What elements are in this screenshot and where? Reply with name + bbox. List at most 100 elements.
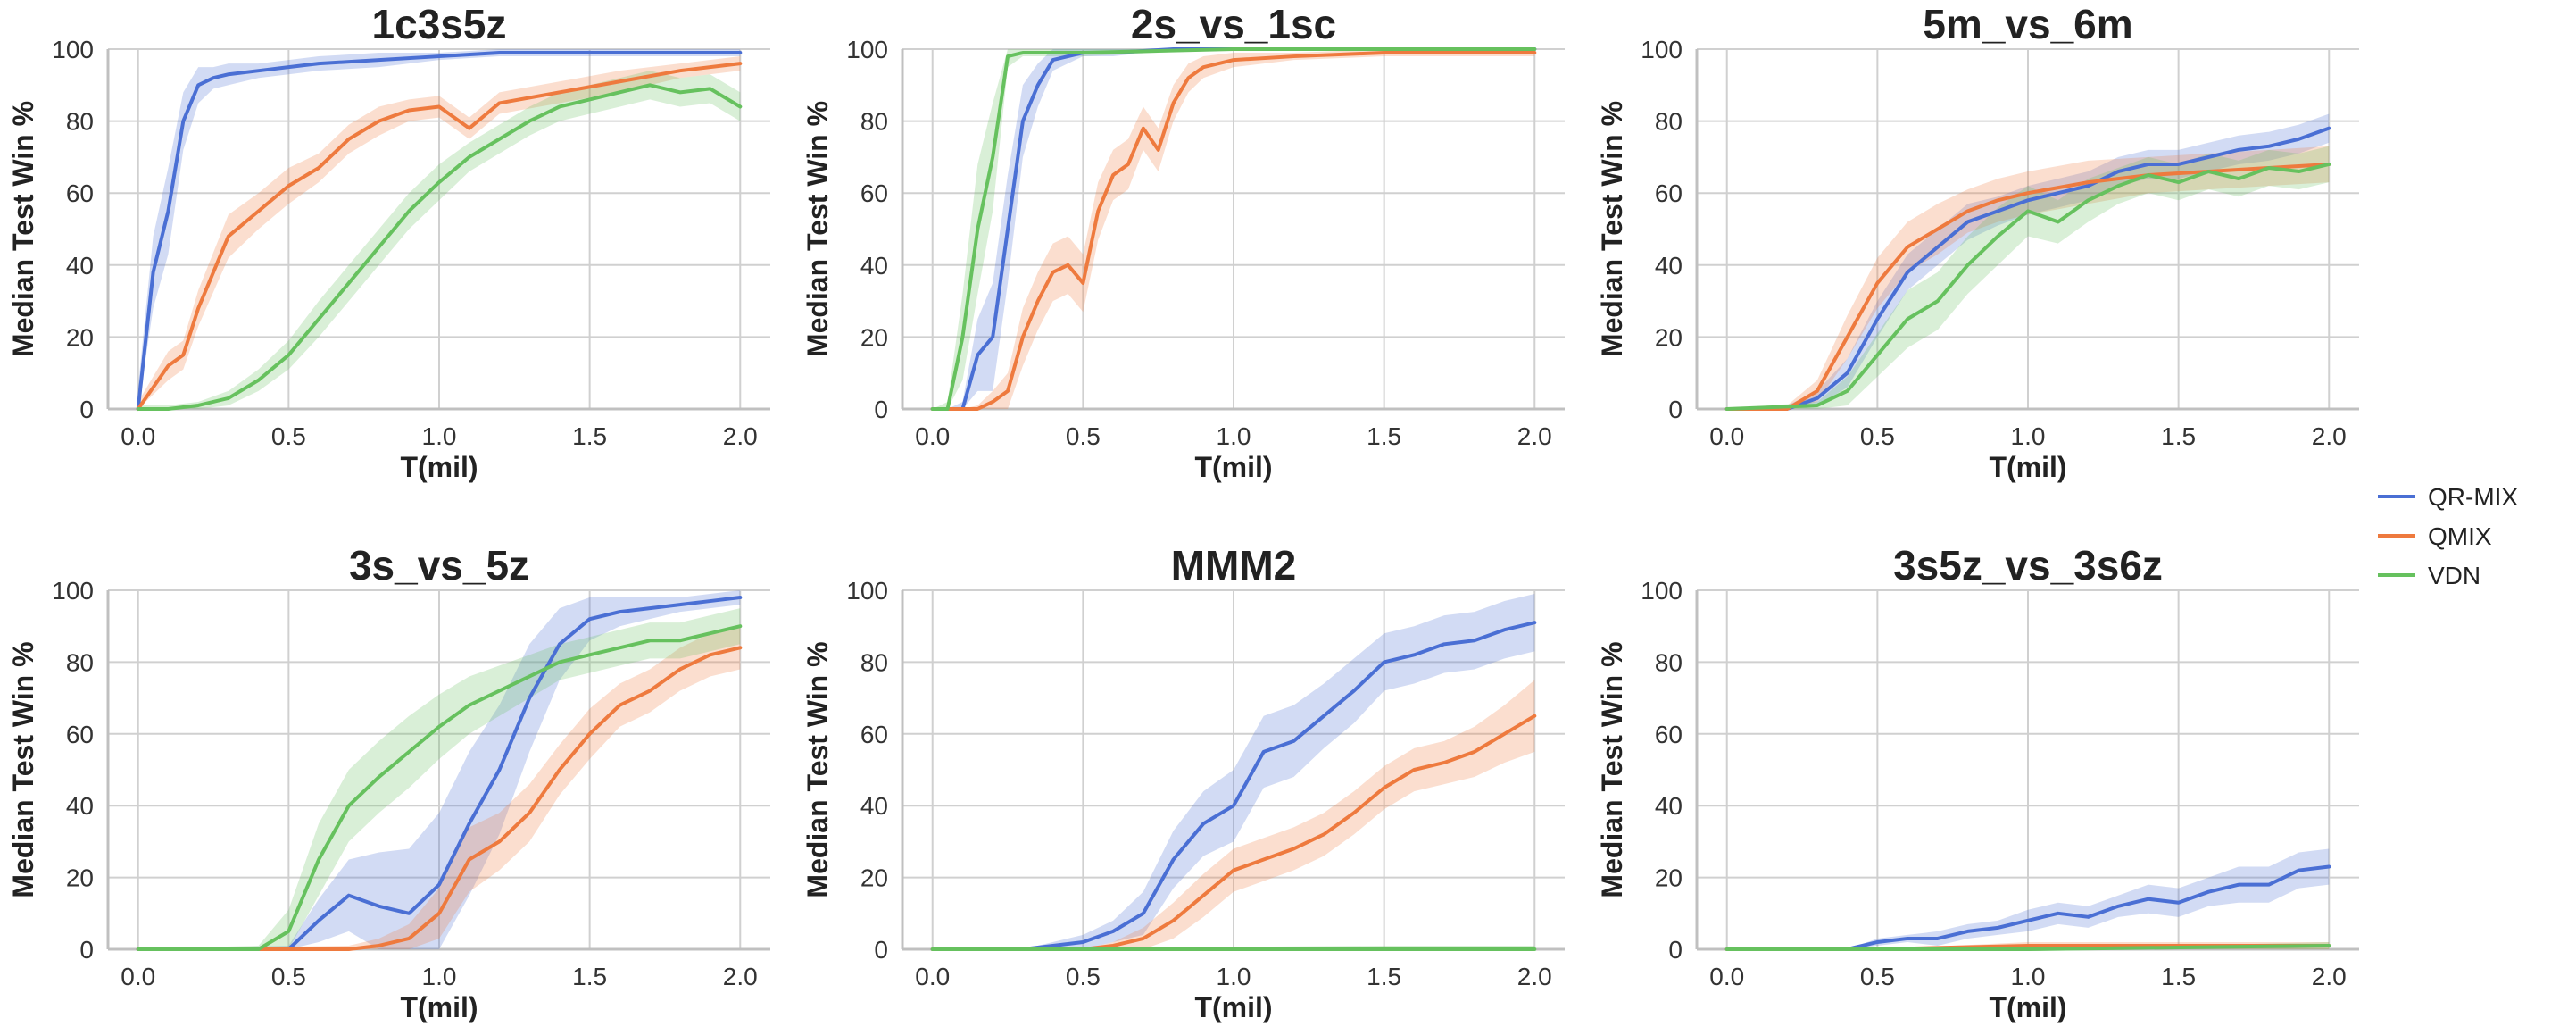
y-tick-label: 80 <box>66 648 94 676</box>
y-tick-label: 80 <box>1655 108 1683 136</box>
series-line-qmix <box>1724 162 2331 411</box>
y-tick-label: 100 <box>52 577 94 605</box>
x-tick-label: 0.5 <box>1860 963 1895 990</box>
series-band-qr-mix <box>137 590 741 949</box>
y-tick-label: 60 <box>1655 721 1683 748</box>
x-tick-label: 1.5 <box>1367 963 1401 990</box>
series-band-vdn <box>137 608 741 949</box>
y-tick-label: 0 <box>79 936 94 964</box>
x-tick-label: 1.0 <box>422 422 457 450</box>
x-tick-label: 0.5 <box>1066 963 1101 990</box>
y-tick-label: 20 <box>860 323 888 351</box>
x-tick-label: 0.0 <box>1709 422 1744 450</box>
x-axis-label: T(mil) <box>1194 451 1272 483</box>
series-line-qr-mix <box>1724 126 2331 411</box>
y-tick-label: 0 <box>874 396 888 423</box>
y-tick-label: 60 <box>66 179 94 207</box>
x-tick-label: 1.0 <box>2011 422 2046 450</box>
x-tick-label: 1.5 <box>2161 963 2196 990</box>
x-tick-label: 0.5 <box>1860 422 1895 450</box>
y-tick-label: 20 <box>66 864 94 892</box>
series-line-qmix <box>136 646 743 951</box>
y-tick-label: 100 <box>846 36 888 63</box>
series-band-qmix <box>137 626 741 949</box>
legend-label-qmix: QMIX <box>2428 522 2492 550</box>
series-line-qmix <box>930 51 1537 411</box>
series-line-qr-mix <box>136 596 743 951</box>
chart-title: 2s_vs_1sc <box>1131 1 1336 47</box>
y-tick-label: 100 <box>1641 577 1683 605</box>
x-tick-label: 0.5 <box>271 963 306 990</box>
series-line-vdn <box>136 624 743 951</box>
chart-title: 5m_vs_6m <box>1923 1 2132 47</box>
series-line-qmix <box>930 714 1537 951</box>
chart-panel-p3: 0.0 0.5 1.0 1.5 2.0 0 20 40 60 80 100 3s_vs_5z T(mil… <box>7 542 770 1023</box>
y-tick-label: 80 <box>860 648 888 676</box>
y-tick-label: 40 <box>66 792 94 820</box>
y-tick-label: 80 <box>66 108 94 136</box>
x-tick-label: 0.0 <box>120 963 155 990</box>
y-axis-label: Median Test Win % <box>7 101 39 357</box>
y-tick-label: 40 <box>860 252 888 280</box>
y-tick-label: 0 <box>874 936 888 964</box>
y-tick-label: 0 <box>1668 936 1683 964</box>
x-tick-label: 2.0 <box>2312 422 2347 450</box>
series-line-vdn <box>1724 943 2331 951</box>
legend: QR-MIX QMIX VDN <box>2378 483 2518 589</box>
series-line-qr-mix <box>930 621 1537 951</box>
y-axis-label: Median Test Win % <box>802 641 834 897</box>
x-axis-label: T(mil) <box>1989 451 2066 483</box>
y-axis-label: Median Test Win % <box>802 101 834 357</box>
x-tick-label: 1.5 <box>572 422 607 450</box>
y-tick-label: 60 <box>860 721 888 748</box>
series-line-qr-mix <box>136 51 743 411</box>
x-tick-label: 0.0 <box>915 963 950 990</box>
y-tick-label: 60 <box>860 179 888 207</box>
x-axis-label: T(mil) <box>1989 991 2066 1023</box>
x-tick-label: 0.5 <box>1066 422 1101 450</box>
y-tick-label: 80 <box>1655 648 1683 676</box>
x-tick-label: 2.0 <box>723 422 758 450</box>
x-axis-label: T(mil) <box>400 451 478 483</box>
chart-panel-p2: 0.0 0.5 1.0 1.5 2.0 0 20 40 60 80 100 5m_vs_6m T(mil… <box>1596 1 2359 483</box>
chart-title: MMM2 <box>1171 542 1297 588</box>
series-band-vdn <box>137 71 741 410</box>
x-tick-label: 1.0 <box>1217 963 1251 990</box>
x-tick-label: 1.0 <box>2011 963 2046 990</box>
series-band-qr-mix <box>1726 113 2330 409</box>
y-tick-label: 100 <box>846 577 888 605</box>
series-line-qmix <box>136 62 743 411</box>
series-band-vdn <box>1726 146 2330 409</box>
x-tick-label: 1.0 <box>422 963 457 990</box>
x-axis-label: T(mil) <box>1194 991 1272 1023</box>
y-tick-label: 20 <box>860 864 888 892</box>
y-tick-label: 100 <box>52 36 94 63</box>
y-axis-label: Median Test Win % <box>1596 101 1628 357</box>
series-line-qr-mix <box>1724 864 2331 951</box>
y-axis-label: Median Test Win % <box>1596 641 1628 897</box>
x-tick-label: 2.0 <box>1517 422 1552 450</box>
y-axis-label: Median Test Win % <box>7 641 39 897</box>
chart-panel-p1: 0.0 0.5 1.0 1.5 2.0 0 20 40 60 80 100 2s_vs_1sc T(mi… <box>802 1 1565 483</box>
x-tick-label: 2.0 <box>723 963 758 990</box>
x-tick-label: 0.0 <box>915 422 950 450</box>
y-tick-label: 20 <box>66 323 94 351</box>
y-tick-label: 0 <box>79 396 94 423</box>
series-line-vdn <box>1724 162 2331 411</box>
chart-panel-p0: 0.0 0.5 1.0 1.5 2.0 0 20 40 60 80 100 1c3s5z T(mil) M… <box>7 1 770 483</box>
x-tick-label: 2.0 <box>2312 963 2347 990</box>
chart-title: 3s5z_vs_3s6z <box>1893 542 2163 588</box>
y-tick-label: 60 <box>1655 179 1683 207</box>
x-tick-label: 1.5 <box>572 963 607 990</box>
x-tick-label: 1.0 <box>1217 422 1251 450</box>
legend-label-qr-mix: QR-MIX <box>2428 483 2518 511</box>
x-tick-label: 1.5 <box>1367 422 1401 450</box>
y-tick-label: 40 <box>1655 792 1683 820</box>
series-band-qr-mix <box>932 594 1535 949</box>
x-tick-label: 0.0 <box>120 422 155 450</box>
series-line-vdn <box>136 83 743 411</box>
x-tick-label: 2.0 <box>1517 963 1552 990</box>
y-tick-label: 100 <box>1641 36 1683 63</box>
x-tick-label: 0.5 <box>271 422 306 450</box>
series-band-qr-mix <box>1726 848 2330 949</box>
